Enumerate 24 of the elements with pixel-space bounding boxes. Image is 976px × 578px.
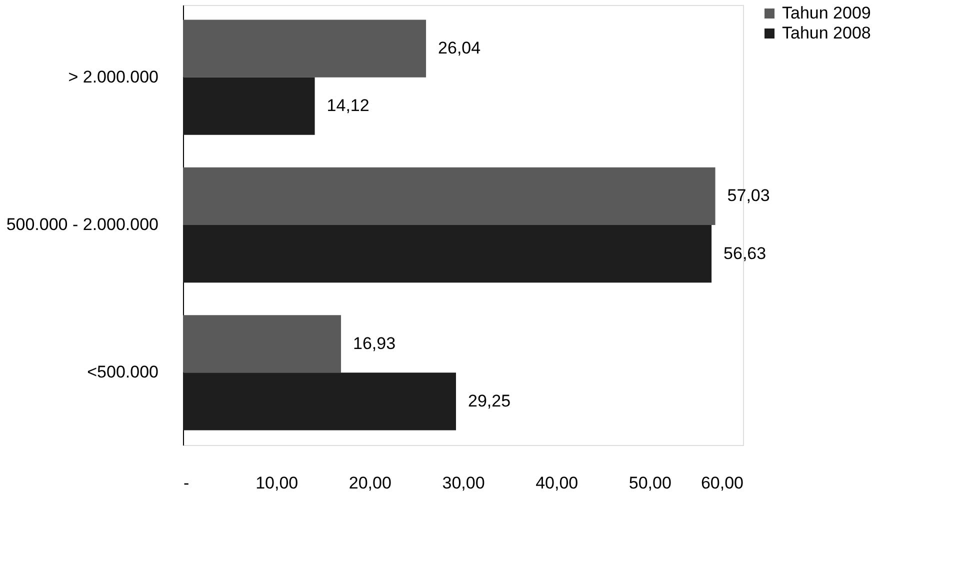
x-tick-label: - xyxy=(184,474,190,492)
bar xyxy=(183,20,426,78)
data-label: 14,12 xyxy=(326,96,370,116)
bar xyxy=(183,77,315,135)
x-tick-label: 40,00 xyxy=(536,474,578,492)
y-tick-label: > 2.000.000 xyxy=(68,67,158,86)
x-tick-label: 20,00 xyxy=(348,474,392,492)
x-tick-label: 50,00 xyxy=(628,474,672,492)
data-label: 16,93 xyxy=(353,334,396,353)
legend-label: Tahun 2009 xyxy=(782,4,871,22)
data-label: 29,25 xyxy=(468,391,511,410)
bar xyxy=(183,372,456,430)
y-tick-label: 500.000 - 2.000.000 xyxy=(6,215,158,234)
x-tick-label: 60,00 xyxy=(700,474,744,492)
data-label: 57,03 xyxy=(727,186,770,206)
bar xyxy=(183,315,342,373)
x-tick-label: 10,00 xyxy=(256,474,298,492)
x-tick-label: 30,00 xyxy=(442,474,485,492)
data-label: 56,63 xyxy=(724,244,766,263)
bar xyxy=(183,225,712,283)
data-label: 26,04 xyxy=(438,38,481,58)
bar xyxy=(183,167,716,225)
legend-label: Tahun 2008 xyxy=(782,24,871,42)
y-tick-label: <500.000 xyxy=(87,362,158,382)
